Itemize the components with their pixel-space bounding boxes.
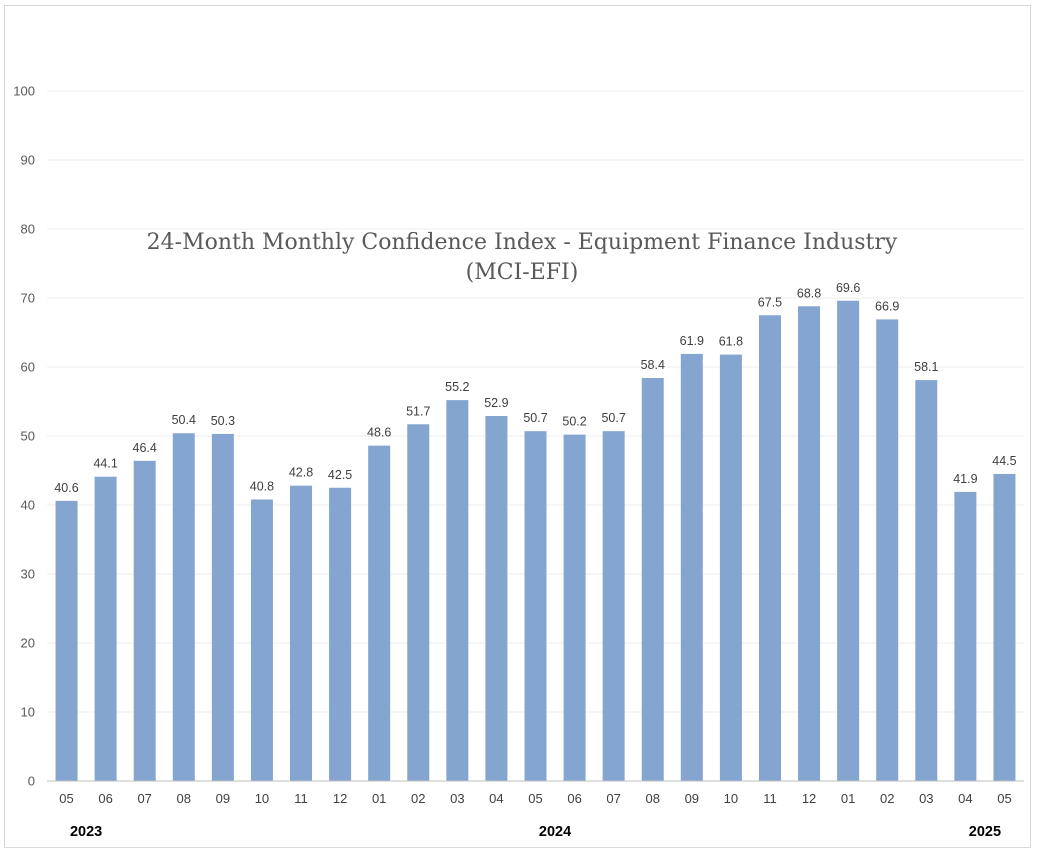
data-label: 61.9 <box>680 334 704 348</box>
y-tick-label: 0 <box>28 774 35 789</box>
x-tick-label: 05 <box>997 791 1011 806</box>
y-tick-label: 10 <box>21 705 35 720</box>
data-label: 42.8 <box>289 466 313 480</box>
bar <box>94 476 117 781</box>
bars <box>55 300 1016 781</box>
y-tick-label: 40 <box>21 498 35 513</box>
year-label: 2023 <box>70 824 102 840</box>
x-tick-label: 06 <box>567 791 581 806</box>
data-label: 46.4 <box>133 441 157 455</box>
x-tick-label: 10 <box>724 791 738 806</box>
bar <box>211 433 234 781</box>
data-label: 44.1 <box>93 457 117 471</box>
data-label: 50.2 <box>562 415 586 429</box>
data-label: 69.6 <box>836 281 860 295</box>
x-tick-label: 12 <box>802 791 816 806</box>
data-label: 40.8 <box>250 479 274 493</box>
data-label: 48.6 <box>367 426 391 440</box>
x-tick-label: 04 <box>489 791 503 806</box>
x-tick-label: 01 <box>841 791 855 806</box>
bar <box>758 315 781 781</box>
bar <box>250 499 273 781</box>
year-labels: 2023 2024 2025 <box>70 824 1001 840</box>
data-label: 51.7 <box>406 404 430 418</box>
x-tick-label: 12 <box>333 791 347 806</box>
bar <box>563 434 586 781</box>
bar <box>641 378 664 781</box>
data-label: 67.5 <box>758 295 782 309</box>
x-tick-label: 07 <box>606 791 620 806</box>
data-label: 50.7 <box>523 411 547 425</box>
bar <box>133 460 156 781</box>
data-label: 55.2 <box>445 380 469 394</box>
bar <box>954 491 977 781</box>
bar <box>172 433 195 781</box>
data-label: 40.6 <box>54 481 78 495</box>
x-tick-label: 01 <box>372 791 386 806</box>
y-tick-label: 60 <box>21 360 35 375</box>
bar <box>602 431 625 781</box>
y-tick-label: 20 <box>21 636 35 651</box>
data-label: 58.4 <box>641 358 665 372</box>
year-label: 2024 <box>539 824 571 840</box>
bar <box>876 319 899 781</box>
data-label: 50.3 <box>211 414 235 428</box>
data-label: 61.8 <box>719 335 743 349</box>
data-labels: 40.6 44.1 46.4 50.4 50.3 40.8 42.8 42.5 48.6 51.7… <box>54 281 1016 495</box>
data-label: 50.4 <box>172 413 196 427</box>
y-tick-label: 70 <box>21 291 35 306</box>
bar <box>680 353 703 781</box>
gridlines <box>47 90 1024 713</box>
data-label: 58.1 <box>914 360 938 374</box>
bar <box>446 400 469 781</box>
bar <box>993 473 1016 781</box>
data-label: 42.5 <box>328 468 352 482</box>
bar <box>524 431 547 781</box>
data-label: 66.9 <box>875 299 899 313</box>
x-tick-label: 03 <box>450 791 464 806</box>
x-tick-label: 06 <box>98 791 112 806</box>
x-tick-label: 02 <box>880 791 894 806</box>
y-tick-label: 80 <box>21 222 35 237</box>
data-label: 41.9 <box>953 472 977 486</box>
x-tick-label: 04 <box>958 791 972 806</box>
data-label: 52.9 <box>484 396 508 410</box>
bar <box>719 354 742 781</box>
chart-title-line-2: (MCI-EFI) <box>466 260 579 285</box>
x-tick-label: 10 <box>255 791 269 806</box>
x-tick-label: 07 <box>137 791 151 806</box>
data-label: 68.8 <box>797 286 821 300</box>
bar <box>837 300 860 781</box>
bar <box>915 380 938 781</box>
x-tick-label: 05 <box>528 791 542 806</box>
x-tick-label: 09 <box>216 791 230 806</box>
x-tick-label: 03 <box>919 791 933 806</box>
data-label: 44.5 <box>992 454 1016 468</box>
x-tick-label: 08 <box>646 791 660 806</box>
bar <box>485 415 508 781</box>
y-tick-label: 100 <box>13 84 35 99</box>
bar <box>55 500 78 781</box>
x-tick-label: 05 <box>59 791 73 806</box>
y-tick-label: 90 <box>21 153 35 168</box>
x-axis-ticks: 05 06 07 08 09 10 11 12 01 02 03 04 05 06 07 08 09 10 11 12… <box>59 791 1011 806</box>
bar <box>798 306 821 781</box>
bar <box>407 424 430 781</box>
chart-title: 24-Month Monthly Confidence Index - Equi… <box>147 230 898 285</box>
x-tick-label: 11 <box>763 791 777 806</box>
year-label: 2025 <box>969 824 1001 840</box>
bar <box>329 487 352 781</box>
bar <box>290 485 313 781</box>
y-tick-label: 30 <box>21 567 35 582</box>
bar <box>368 445 391 781</box>
y-tick-label: 50 <box>21 429 35 444</box>
x-tick-label: 09 <box>685 791 699 806</box>
y-axis-ticks: 0 10 20 30 40 50 60 70 80 90 100 <box>13 84 35 789</box>
x-tick-label: 02 <box>411 791 425 806</box>
x-tick-label: 11 <box>294 791 308 806</box>
chart-title-line-1: 24-Month Monthly Confidence Index - Equi… <box>147 230 898 255</box>
x-tick-label: 08 <box>177 791 191 806</box>
data-label: 50.7 <box>601 411 625 425</box>
